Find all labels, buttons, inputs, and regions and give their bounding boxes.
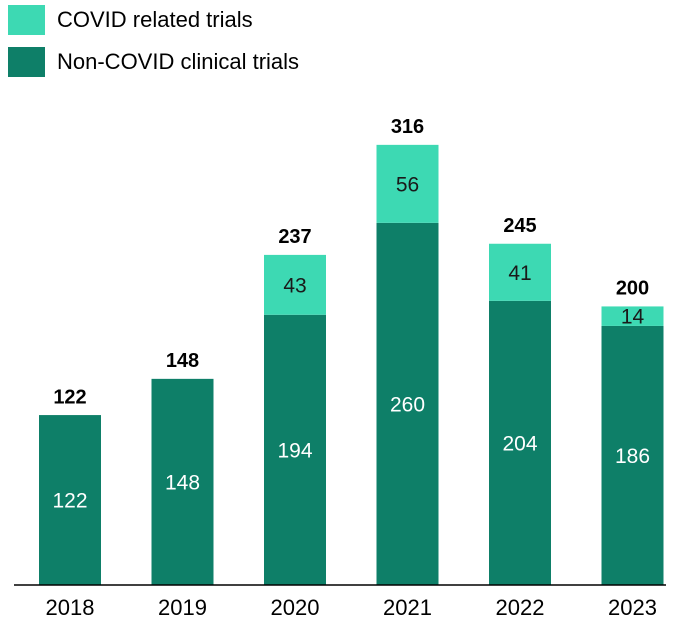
bar-segment <box>264 314 326 585</box>
data-label: 148 <box>165 471 200 494</box>
data-label: 56 <box>396 173 419 196</box>
total-label: 148 <box>166 350 199 372</box>
data-label: 186 <box>615 445 650 468</box>
x-tick-label: 2021 <box>383 595 432 620</box>
bar-segment <box>376 144 439 223</box>
x-tick-label: 2023 <box>608 595 657 620</box>
total-label: 237 <box>278 226 311 248</box>
data-label: 260 <box>390 393 425 416</box>
bar-segment <box>601 325 664 585</box>
total-label: 200 <box>616 278 649 300</box>
total-label: 245 <box>503 215 536 237</box>
total-label: 316 <box>391 116 424 138</box>
bar-segment <box>39 415 101 585</box>
legend-label: Non-COVID clinical trials <box>57 49 299 74</box>
data-label: 122 <box>52 490 87 513</box>
bar-segment <box>489 243 551 301</box>
bar-segment <box>376 222 439 585</box>
x-tick-label: 2022 <box>496 595 545 620</box>
bar-segment <box>151 378 214 585</box>
x-tick-label: 2018 <box>46 595 95 620</box>
bar-segment <box>601 306 664 326</box>
total-label: 122 <box>53 386 86 408</box>
bar-segment <box>264 254 326 315</box>
bar-segment <box>489 300 551 585</box>
legend-label: COVID related trials <box>57 7 253 32</box>
legend-swatch <box>8 5 45 35</box>
data-label: 194 <box>277 439 312 462</box>
data-label: 43 <box>283 274 306 297</box>
data-label: 41 <box>508 262 531 285</box>
data-label: 14 <box>621 306 645 329</box>
legend-swatch <box>8 47 45 77</box>
x-tick-label: 2019 <box>158 595 207 620</box>
data-label: 204 <box>502 432 537 455</box>
x-tick-label: 2020 <box>271 595 320 620</box>
